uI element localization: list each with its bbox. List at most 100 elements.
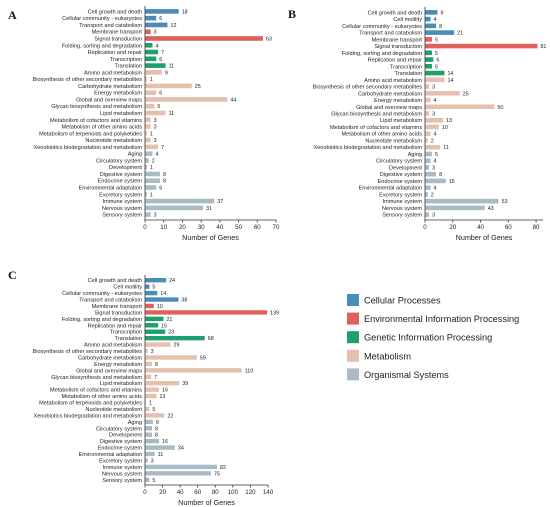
category-label-transport-and-catabolism: Transport and catabolism: [79, 298, 142, 304]
category-label-biosynthesis-of-other-secondary-metabolites: Biosynthesis of other secondary metaboli…: [33, 349, 143, 355]
category-label-aging: Aging: [408, 152, 422, 158]
category-label-membrane-transport: Membrane transport: [372, 37, 423, 43]
value-label-lipid-metabolism: 39: [182, 381, 188, 387]
bar-amino-acid-metabolism: [145, 70, 162, 75]
bar-carbohydrate-metabolism: [145, 83, 192, 89]
value-label-metabolism-of-cofactors-and-vitamins: 10: [442, 125, 448, 131]
legend-swatch-environmental-information-processing: [347, 312, 359, 325]
value-label-transcription: 5: [435, 64, 438, 70]
bar-nervous-system: [425, 205, 485, 211]
x-tick-label: 120: [245, 489, 256, 496]
category-label-carbohydrate-metabolism: Carbohydrate metabolism: [358, 91, 422, 97]
value-label-transport-and-catabolism: 21: [457, 31, 463, 37]
category-label-endocrine-system: Endocrine system: [98, 179, 143, 185]
category-label-transcription: Transcription: [110, 57, 142, 63]
bar-development: [145, 164, 147, 170]
value-label-cellular-community-eukaryotes: 8: [439, 24, 442, 30]
value-label-circulatory-system: 2: [152, 158, 155, 164]
category-label-cellular-community-eukaryotes: Cellular community - eukaryotes: [342, 24, 422, 30]
bar-digestive-system: [425, 171, 437, 177]
category-label-environmental-adaptation: Environmental adaptation: [79, 186, 142, 192]
value-label-transport-and-catabolism: 12: [170, 23, 176, 29]
value-label-global-and-overview-maps: 44: [230, 97, 236, 103]
value-label-metabolism-of-cofactors-and-vitamins: 16: [162, 388, 168, 394]
category-label-biosynthesis-of-other-secondary-metabolites: Biosynthesis of other secondary metaboli…: [33, 77, 143, 83]
value-label-metabolism-of-cofactors-and-vitamins: 3: [154, 118, 157, 124]
category-label-translation: Translation: [115, 64, 142, 70]
category-label-folding-sorting-and-degradation: Folding, sorting and degradation: [62, 317, 142, 323]
bar-aging: [145, 151, 153, 156]
bar-signal-transduction: [145, 310, 268, 315]
value-label-aging: 4: [155, 152, 158, 158]
value-label-endocrine-system: 34: [178, 446, 184, 452]
x-tick-label: 40: [216, 224, 223, 231]
value-label-amino-acid-metabolism: 14: [447, 78, 453, 84]
category-label-cell-motility: Cell motility: [113, 285, 142, 291]
bar-cell-motility: [145, 284, 150, 289]
bar-membrane-transport: [425, 37, 432, 42]
value-label-amino-acid-metabolism: 9: [165, 70, 168, 76]
value-label-digestive-system: 8: [163, 172, 166, 178]
value-label-excretory-system: 1: [150, 192, 153, 198]
category-label-nucleotide-metabolism: Nucleotide metabolism: [85, 407, 142, 413]
category-label-development: Development: [389, 165, 422, 171]
category-label-digestive-system: Digestive system: [100, 172, 143, 178]
bar-metabolism-of-other-amino-acids: [425, 131, 431, 137]
category-label-nervous-system: Nervous system: [382, 206, 422, 212]
bar-energy-metabolism: [145, 361, 153, 367]
category-label-transport-and-catabolism: Transport and catabolism: [359, 31, 422, 37]
category-label-aging: Aging: [128, 152, 142, 158]
category-label-energy-metabolism: Energy metabolism: [94, 362, 142, 368]
bar-excretory-system: [145, 191, 147, 197]
x-tick-label: 140: [263, 489, 274, 496]
bar-immune-system: [425, 198, 499, 204]
value-label-carbohydrate-metabolism: 25: [463, 91, 469, 97]
value-label-transcription: 6: [159, 57, 162, 63]
value-label-xenobiotics-biodegradation-and-metabolism: 22: [167, 413, 173, 419]
value-label-cellular-community-eukaryotes: 6: [159, 16, 162, 22]
x-axis-label: Number of Genes: [178, 498, 235, 507]
bar-glycan-biosynthesis-and-metabolism: [425, 111, 430, 116]
bar-amino-acid-metabolism: [425, 77, 445, 83]
value-label-cell-growth-and-death: 18: [182, 9, 188, 15]
value-label-nucleotide-metabolism: 5: [152, 407, 155, 413]
bar-carbohydrate-metabolism: [145, 355, 197, 360]
bar-replication-and-repair: [145, 323, 159, 328]
bar-translation: [425, 70, 445, 76]
bar-endocrine-system: [145, 178, 160, 184]
value-label-cell-motility: 4: [434, 17, 437, 23]
category-label-folding-sorting-and-degradation: Folding, sorting and degradation: [342, 51, 422, 57]
category-label-membrane-transport: Membrane transport: [92, 30, 143, 36]
value-label-translation: 68: [208, 336, 214, 342]
value-label-biosynthesis-of-other-secondary-metabolites: 1: [150, 77, 153, 83]
value-label-transcription: 23: [168, 330, 174, 336]
bar-transcription: [145, 329, 166, 334]
bar-endocrine-system: [145, 445, 175, 450]
value-label-translation: 14: [447, 71, 453, 77]
category-label-development: Development: [109, 165, 142, 171]
category-label-metabolism-of-terpenoids-and-polyketides: Metabolism of terpenoids and polyketides: [39, 401, 142, 407]
x-tick-label: 60: [505, 224, 512, 231]
bar-digestive-system: [145, 438, 160, 444]
value-label-aging: 5: [435, 152, 438, 158]
x-tick-label: 60: [254, 224, 261, 231]
category-label-cellular-community-eukaryotes: Cellular community - eukaryotes: [62, 16, 142, 22]
value-label-xenobiotics-biodegradation-and-metabolism: 11: [443, 145, 449, 151]
value-label-cell-motility: 5: [152, 285, 155, 291]
bar-environmental-adaptation: [145, 451, 155, 457]
category-label-global-and-overview-maps: Global and overview maps: [76, 368, 142, 374]
bar-metabolism-of-cofactors-and-vitamins: [145, 117, 151, 123]
category-label-replication-and-repair: Replication and repair: [88, 50, 143, 56]
category-label-translation: Translation: [115, 336, 142, 342]
category-label-cell-growth-and-death: Cell growth and death: [88, 9, 142, 15]
bar-folding-sorting-and-degradation: [425, 50, 432, 56]
bar-metabolism-of-terpenoids-and-polyketides: [145, 400, 146, 405]
legend-swatch-metabolism: [347, 349, 359, 362]
value-label-signal-transduction: 63: [266, 36, 272, 42]
bar-immune-system: [145, 198, 215, 204]
category-label-circulatory-system: Circulatory system: [96, 426, 142, 432]
x-tick-label: 80: [533, 224, 540, 231]
bar-replication-and-repair: [145, 49, 159, 55]
